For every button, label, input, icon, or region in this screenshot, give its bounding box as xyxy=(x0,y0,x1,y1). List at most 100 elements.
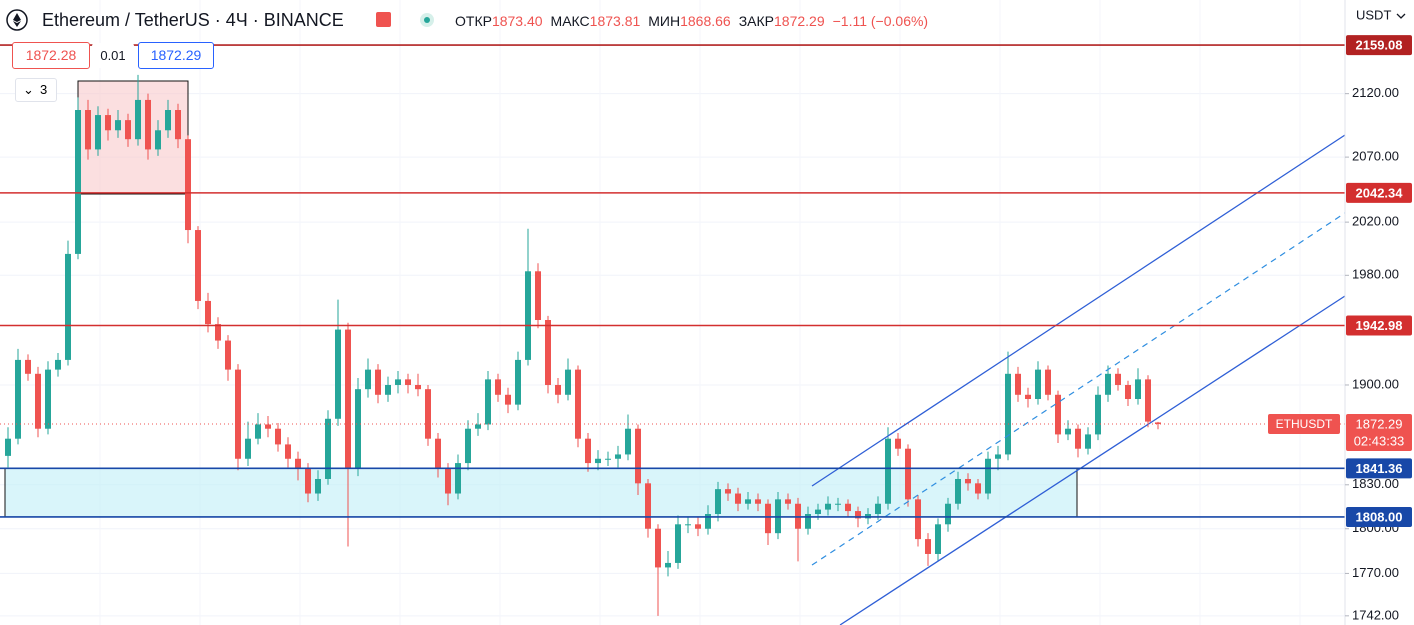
candle-body xyxy=(595,458,601,464)
grid xyxy=(0,0,1345,625)
candle-body xyxy=(435,438,441,469)
candle-body xyxy=(425,389,431,439)
candle-body xyxy=(965,478,971,484)
candle-body xyxy=(1085,434,1091,449)
candle-body xyxy=(215,324,221,341)
candle-body xyxy=(1055,394,1061,435)
candle-body xyxy=(615,454,621,459)
indicators-count: 3 xyxy=(40,82,48,97)
candle-body xyxy=(475,424,481,429)
candle-body xyxy=(95,115,101,150)
level-label-bg xyxy=(1346,182,1412,203)
candle-body xyxy=(945,503,951,525)
y-tick-label: 2020.00 xyxy=(1352,214,1399,229)
ohlc-change: −1.11 (−0.06%) xyxy=(832,13,929,29)
candle-body xyxy=(625,428,631,455)
candle-body xyxy=(745,499,751,504)
candle-body xyxy=(1125,384,1131,400)
range-box xyxy=(77,80,189,195)
candle-body xyxy=(45,369,51,429)
candle-body xyxy=(985,458,991,494)
candle-body xyxy=(835,503,841,505)
candle-body xyxy=(675,524,681,563)
candle-body xyxy=(515,359,521,405)
candle-body xyxy=(455,463,461,494)
candle-body xyxy=(725,489,731,494)
candle-body xyxy=(805,514,811,529)
bid-box[interactable]: 1872.28 xyxy=(12,42,90,69)
y-tick-label: 1900.00 xyxy=(1352,376,1399,391)
candle-body xyxy=(245,438,251,459)
candle-body xyxy=(305,468,311,494)
candle-body xyxy=(35,373,41,429)
status-icon xyxy=(420,13,434,27)
candle-body xyxy=(855,511,861,519)
candle-body xyxy=(1015,373,1021,395)
candle-body xyxy=(75,110,81,254)
drawings: ETHUSDT xyxy=(0,44,1346,625)
y-tick-label: 1770.00 xyxy=(1352,565,1399,580)
candle-body xyxy=(1105,373,1111,395)
candle-body xyxy=(485,379,491,425)
candle-body xyxy=(535,271,541,321)
candle-body xyxy=(355,389,361,469)
candle-body xyxy=(545,320,551,385)
candle-body xyxy=(235,369,241,459)
candle-body xyxy=(115,120,121,131)
level-label-bg xyxy=(1346,315,1412,336)
symbol-tag-bg xyxy=(1268,414,1340,435)
candle-body xyxy=(375,369,381,395)
ask-box[interactable]: 1872.29 xyxy=(138,42,214,69)
candle-body xyxy=(125,120,131,140)
level-label: 1942.98 xyxy=(1356,318,1403,333)
candle-body xyxy=(1145,379,1151,422)
symbol-title[interactable]: Ethereum / TetherUS · 4Ч · BINANCE xyxy=(42,10,344,30)
candle-body xyxy=(565,369,571,395)
candle-body xyxy=(1095,394,1101,435)
candle-body xyxy=(345,329,351,469)
candle-body xyxy=(635,428,641,484)
candle-body xyxy=(5,438,11,456)
indicators-toggle[interactable]: ⌄ 3 xyxy=(15,78,57,102)
candle-body xyxy=(265,424,271,429)
candle-body xyxy=(85,110,91,150)
candle-body xyxy=(1075,428,1081,449)
candle-body xyxy=(505,394,511,405)
ohlc-label: МИН xyxy=(648,13,681,29)
ohlc-value: 1873.40 xyxy=(491,13,543,29)
spread: 0.01 xyxy=(92,43,134,68)
level-label: 2159.08 xyxy=(1356,38,1403,53)
y-tick-label: 2120.00 xyxy=(1352,85,1399,100)
candle-body xyxy=(915,499,921,540)
candle-body xyxy=(65,253,71,360)
candle-body xyxy=(925,539,931,554)
candle-body xyxy=(1005,373,1011,455)
y-tick-label: 2070.00 xyxy=(1352,149,1399,164)
currency[interactable]: USDT xyxy=(1356,7,1391,22)
candle-body xyxy=(705,514,711,529)
candle-body xyxy=(825,503,831,510)
ohlc-value: 1873.81 xyxy=(589,13,641,29)
candle-body xyxy=(885,438,891,504)
candle-body xyxy=(975,483,981,494)
flag-icon[interactable] xyxy=(376,12,391,27)
ohlc-label: МАКС xyxy=(550,13,590,29)
candle-body xyxy=(895,438,901,449)
zones xyxy=(4,80,1078,518)
candle-body xyxy=(765,503,771,534)
candle-body xyxy=(405,379,411,385)
candle-body xyxy=(285,444,291,459)
currency-caret xyxy=(1396,13,1406,19)
candle-body xyxy=(585,438,591,464)
level-label: 1808.00 xyxy=(1356,509,1403,524)
candle-body xyxy=(295,458,301,469)
candle-body xyxy=(165,110,171,131)
candle-body xyxy=(445,468,451,494)
candle-body xyxy=(275,428,281,445)
candle-body xyxy=(185,139,191,231)
candle-body xyxy=(55,359,61,370)
candle-body xyxy=(335,329,341,419)
candle-body xyxy=(575,369,581,439)
candle-body xyxy=(135,99,141,140)
